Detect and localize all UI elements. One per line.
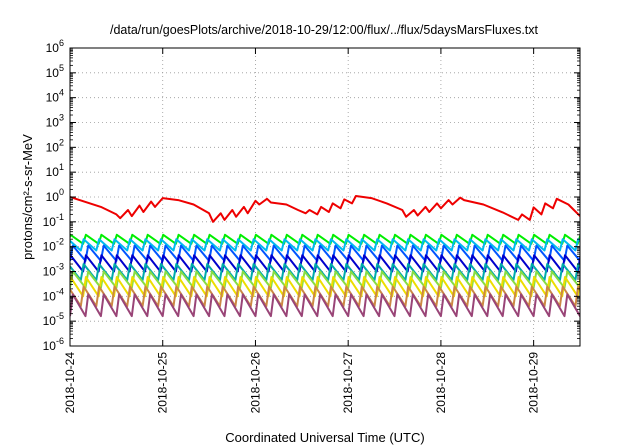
- x-tick-label: 2018-10-24: [63, 352, 77, 414]
- y-tick-label: 10-5: [43, 311, 64, 328]
- y-tick-label: 105: [46, 63, 64, 80]
- series-line: [70, 293, 580, 318]
- series-line: [70, 238, 580, 252]
- y-tick-label: 100: [46, 187, 64, 204]
- series-layer: [70, 195, 580, 318]
- series-line: [70, 244, 580, 262]
- x-tick-label: 2018-10-26: [248, 352, 262, 414]
- y-tick-label: 10-3: [43, 262, 64, 279]
- series-line: [70, 195, 580, 223]
- y-tick-labels: 10-6 10-5 10-4 10-3 10-2 10-1 100 101 102 103 104 1…: [43, 38, 64, 353]
- y-tick-label: 101: [46, 162, 64, 179]
- y-tick-label: 104: [46, 88, 64, 105]
- y-tick-label: 10-2: [43, 237, 64, 254]
- ticks: [69, 47, 580, 347]
- y-tick-label: 10-4: [43, 286, 64, 303]
- series-line: [70, 254, 580, 273]
- y-tick-label: 102: [46, 137, 64, 154]
- y-tick-label: 10-1: [43, 212, 64, 229]
- y-tick-label: 10-6: [43, 336, 64, 353]
- x-tick-label: 2018-10-27: [341, 352, 355, 414]
- x-tick-labels: 2018-10-24 2018-10-25 2018-10-26 2018-10-27…: [63, 352, 541, 414]
- x-tick-label: 2018-10-29: [527, 352, 541, 414]
- x-axis-label: Coordinated Universal Time (UTC): [225, 430, 424, 445]
- y-axis-label: protons/cm²-s-sr-MeV: [20, 134, 35, 260]
- y-tick-label: 106: [46, 38, 64, 55]
- x-tick-label: 2018-10-28: [434, 352, 448, 414]
- chart-title: /data/run/goesPlots/archive/2018-10-29/1…: [110, 23, 539, 37]
- x-tick-label: 2018-10-25: [156, 352, 170, 414]
- y-tick-label: 103: [46, 113, 64, 130]
